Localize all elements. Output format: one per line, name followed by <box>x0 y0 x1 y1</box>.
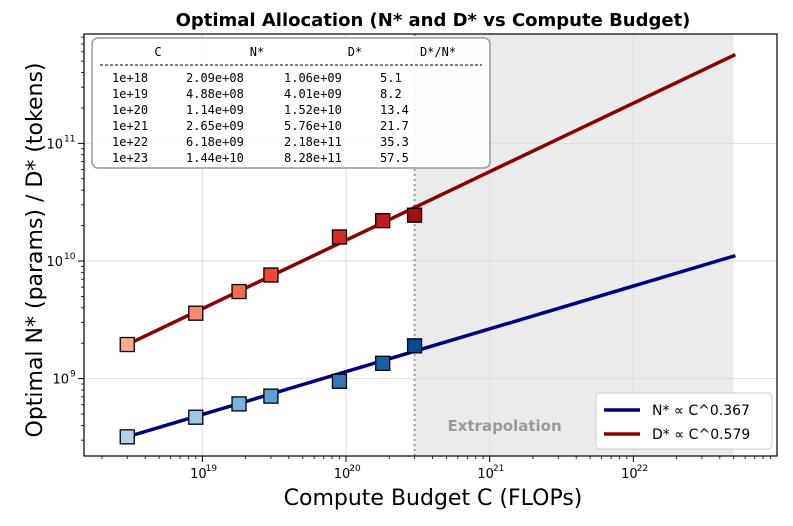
x-tick-label-exponent: 21 <box>493 464 504 474</box>
table-cell: 57.5 <box>380 151 409 165</box>
table-cell: 1e+20 <box>112 103 148 117</box>
extrapolation-label: Extrapolation <box>447 417 561 435</box>
table-cell: 8.2 <box>380 87 402 101</box>
x-tick-label-exponent: 20 <box>349 464 361 474</box>
table-header: N* <box>250 45 264 59</box>
plot-frame <box>83 33 778 457</box>
table-cell: 5.76e+10 <box>284 119 342 133</box>
series-1-point <box>375 213 391 229</box>
table-cell: 35.3 <box>380 135 409 149</box>
table-cell: 8.28e+11 <box>284 151 342 165</box>
y-tick-label: 10 <box>46 137 63 152</box>
table-cell: 1e+22 <box>112 135 148 149</box>
x-tick-label: 10 <box>334 467 351 482</box>
table-cell: 5.1 <box>380 71 402 85</box>
series-0-point <box>263 388 279 404</box>
table-cell: 1e+19 <box>112 87 148 101</box>
y-tick-label: 10 <box>46 255 63 270</box>
y-tick-label: 10 <box>52 373 69 388</box>
y-tick-label-exponent: 9 <box>70 370 76 380</box>
x-tick-label: 10 <box>477 467 494 482</box>
series-1-point <box>263 267 279 283</box>
legend-label: D* ∝ C^0.579 <box>652 427 750 443</box>
y-axis-label: Optimal N* (params) / D* (tokens) <box>23 63 48 438</box>
x-tick-label-exponent: 19 <box>206 464 218 474</box>
table-cell: 1e+21 <box>112 119 148 133</box>
table-header: C <box>154 45 161 59</box>
table-cell: 2.65e+09 <box>186 119 244 133</box>
table-header: D*/N* <box>420 45 456 59</box>
x-tick-label: 10 <box>190 467 207 482</box>
y-tick-label-exponent: 11 <box>64 134 75 144</box>
table-cell: 21.7 <box>380 119 409 133</box>
table-cell: 1.44e+10 <box>186 151 244 165</box>
series-line-1 <box>124 52 737 347</box>
table-cell: 1.14e+09 <box>186 103 244 117</box>
table-cell: 2.18e+11 <box>284 135 342 149</box>
data-table-box <box>91 37 491 169</box>
table-cell: 6.18e+09 <box>186 135 244 149</box>
series-0-point <box>119 429 135 445</box>
table-cell: 1.06e+09 <box>284 71 342 85</box>
x-tick-label-exponent: 22 <box>637 464 648 474</box>
series-1-point <box>231 283 247 300</box>
table-header: D* <box>348 45 362 59</box>
table-cell: 4.88e+08 <box>186 87 244 101</box>
x-tick-label: 10 <box>621 467 638 482</box>
x-axis-label: Compute Budget C (FLOPs) <box>284 486 583 511</box>
chart-title: Optimal Allocation (N* and D* vs Compute… <box>176 10 691 31</box>
series-line-0 <box>125 253 736 440</box>
series-0-point <box>231 396 247 412</box>
legend-label: N* ∝ C^0.367 <box>652 403 750 419</box>
series-1-point <box>331 229 348 245</box>
y-tick-label-exponent: 10 <box>64 252 76 262</box>
series-0-point <box>406 338 423 354</box>
table-cell: 2.09e+08 <box>186 71 244 85</box>
table-cell: 1.52e+10 <box>284 103 342 117</box>
series-1-point <box>406 207 423 223</box>
series-0-point <box>331 373 348 389</box>
table-cell: 13.4 <box>380 103 409 117</box>
series-1-point <box>119 336 135 353</box>
table-cell: 4.01e+09 <box>284 87 342 101</box>
series-1-point <box>188 305 204 321</box>
series-0-point <box>188 409 204 425</box>
table-cell: 1e+23 <box>112 151 148 165</box>
series-0-point <box>375 355 391 371</box>
table-cell: 1e+18 <box>112 71 148 85</box>
